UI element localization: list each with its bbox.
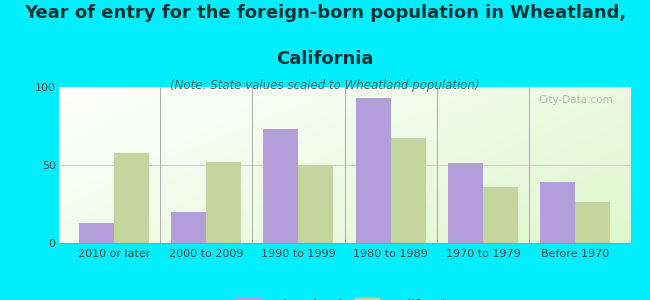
Text: Year of entry for the foreign-born population in Wheatland,: Year of entry for the foreign-born popul…	[24, 4, 626, 22]
Bar	[540, 182, 575, 243]
Bar	[298, 165, 333, 243]
Bar	[171, 212, 206, 243]
Bar	[448, 164, 483, 243]
Bar	[263, 129, 298, 243]
Bar	[575, 202, 610, 243]
Legend: Wheatland, California: Wheatland, California	[231, 293, 458, 300]
Bar	[391, 139, 426, 243]
Bar	[483, 187, 518, 243]
Text: (Note: State values scaled to Wheatland population): (Note: State values scaled to Wheatland …	[170, 80, 480, 92]
Text: City-Data.com: City-Data.com	[539, 95, 614, 105]
Bar	[206, 162, 241, 243]
Text: California: California	[276, 50, 374, 68]
Bar	[356, 98, 391, 243]
Bar	[114, 152, 149, 243]
Bar	[79, 223, 114, 243]
